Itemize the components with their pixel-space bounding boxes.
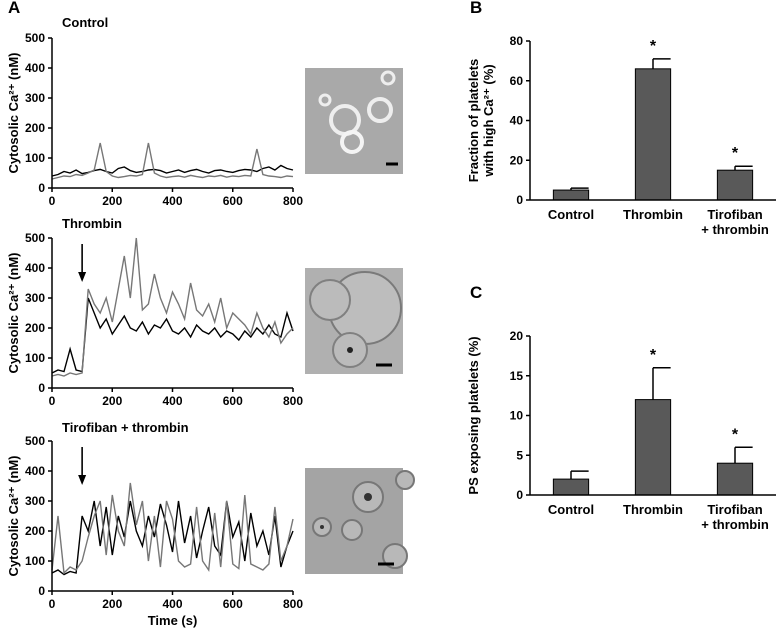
y-axis-label-line: with high Ca²⁺ (%) [481, 64, 496, 177]
x-tick-label: Tirofiban + thrombin [701, 502, 769, 532]
y-tick-label: 200 [25, 321, 45, 335]
y-axis-label-line: PS exposing platelets (%) [466, 336, 481, 494]
x-tick-label: 400 [162, 597, 182, 611]
x-tick-label: 600 [223, 194, 243, 208]
y-tick-label: 100 [25, 554, 45, 568]
significance-mark: * [732, 426, 739, 443]
y-tick-label: 100 [25, 151, 45, 165]
significance-mark: * [650, 347, 657, 364]
y-tick-label: 40 [510, 114, 524, 128]
trace [51, 164, 294, 177]
bar [552, 478, 590, 496]
arrow-head [78, 272, 87, 282]
x-tick-label: 0 [49, 597, 56, 611]
x-tick-label: Control [548, 207, 594, 222]
significance-mark: * [732, 145, 739, 162]
trace [51, 237, 294, 377]
x-tick-label-line: Thrombin [623, 502, 683, 517]
x-tick-label: Thrombin [623, 502, 683, 517]
y-tick-label: 500 [25, 434, 45, 448]
bar [716, 169, 754, 201]
chart-title: Tirofiban + thrombin [62, 420, 189, 435]
x-tick-label: 800 [283, 394, 303, 408]
y-axis-label: Cytosolic Ca²⁺ (nM) [6, 253, 21, 374]
y-tick-label: 400 [25, 261, 45, 275]
x-tick-label: Tirofiban + thrombin [701, 207, 769, 237]
micrograph [305, 268, 403, 374]
y-tick-label: 300 [25, 291, 45, 305]
x-tick-label: 200 [102, 394, 122, 408]
y-tick-label: 200 [25, 121, 45, 135]
y-tick-label: 200 [25, 524, 45, 538]
y-axis-label-line: Fraction of platelets [466, 59, 481, 183]
arrow-head [78, 475, 87, 485]
bar [552, 189, 590, 201]
micrograph [305, 468, 415, 574]
x-tick-label: 400 [162, 394, 182, 408]
x-tick-label: Control [548, 502, 594, 517]
y-tick-label: 400 [25, 61, 45, 75]
bar [716, 462, 754, 496]
bar [634, 399, 672, 496]
x-tick-label: 200 [102, 194, 122, 208]
y-axis-label: Cytosolic Ca²⁺ (nM) [6, 456, 21, 577]
y-tick-label: 5 [516, 448, 523, 462]
y-tick-label: 300 [25, 494, 45, 508]
y-tick-label: 0 [38, 181, 45, 195]
x-axis-label: Time (s) [148, 613, 198, 628]
panel-label: A [8, 0, 20, 17]
x-tick-label-line: Tirofiban [707, 502, 762, 517]
significance-mark: * [650, 38, 657, 55]
x-tick-label: 600 [223, 597, 243, 611]
x-tick-label-line: + thrombin [701, 517, 769, 532]
trace [51, 297, 294, 374]
x-tick-label: 600 [223, 394, 243, 408]
chart-title: Thrombin [62, 216, 122, 231]
y-tick-label: 15 [510, 369, 524, 383]
y-tick-label: 80 [510, 34, 524, 48]
x-tick-label-line: Tirofiban [707, 207, 762, 222]
y-tick-label: 20 [510, 329, 524, 343]
y-axis-label: Fraction of plateletswith high Ca²⁺ (%) [466, 59, 496, 183]
panel-label: B [470, 0, 482, 17]
y-tick-label: 100 [25, 351, 45, 365]
y-tick-label: 0 [516, 193, 523, 207]
bar [634, 68, 672, 201]
x-tick-label: 0 [49, 194, 56, 208]
y-tick-label: 300 [25, 91, 45, 105]
y-tick-label: 0 [516, 488, 523, 502]
trace [51, 500, 294, 576]
x-tick-label-line: Thrombin [623, 207, 683, 222]
x-tick-label: 200 [102, 597, 122, 611]
y-tick-label: 0 [38, 584, 45, 598]
y-tick-label: 500 [25, 231, 45, 245]
y-tick-label: 500 [25, 31, 45, 45]
y-tick-label: 20 [510, 153, 524, 167]
y-tick-label: 10 [510, 409, 524, 423]
x-tick-label-line: + thrombin [701, 222, 769, 237]
y-axis-label: Cytosolic Ca²⁺ (nM) [6, 53, 21, 174]
y-axis-label: PS exposing platelets (%) [466, 336, 481, 494]
x-tick-label: Thrombin [623, 207, 683, 222]
x-tick-label-line: Control [548, 502, 594, 517]
x-tick-label: 800 [283, 194, 303, 208]
trace [51, 482, 294, 575]
x-tick-label: 400 [162, 194, 182, 208]
micrograph [305, 68, 403, 174]
x-tick-label: 0 [49, 394, 56, 408]
x-tick-label: 800 [283, 597, 303, 611]
panel-label: C [470, 283, 482, 302]
y-tick-label: 400 [25, 464, 45, 478]
trace [51, 142, 294, 180]
y-tick-label: 60 [510, 74, 524, 88]
y-tick-label: 0 [38, 381, 45, 395]
chart-title: Control [62, 15, 108, 30]
x-tick-label-line: Control [548, 207, 594, 222]
